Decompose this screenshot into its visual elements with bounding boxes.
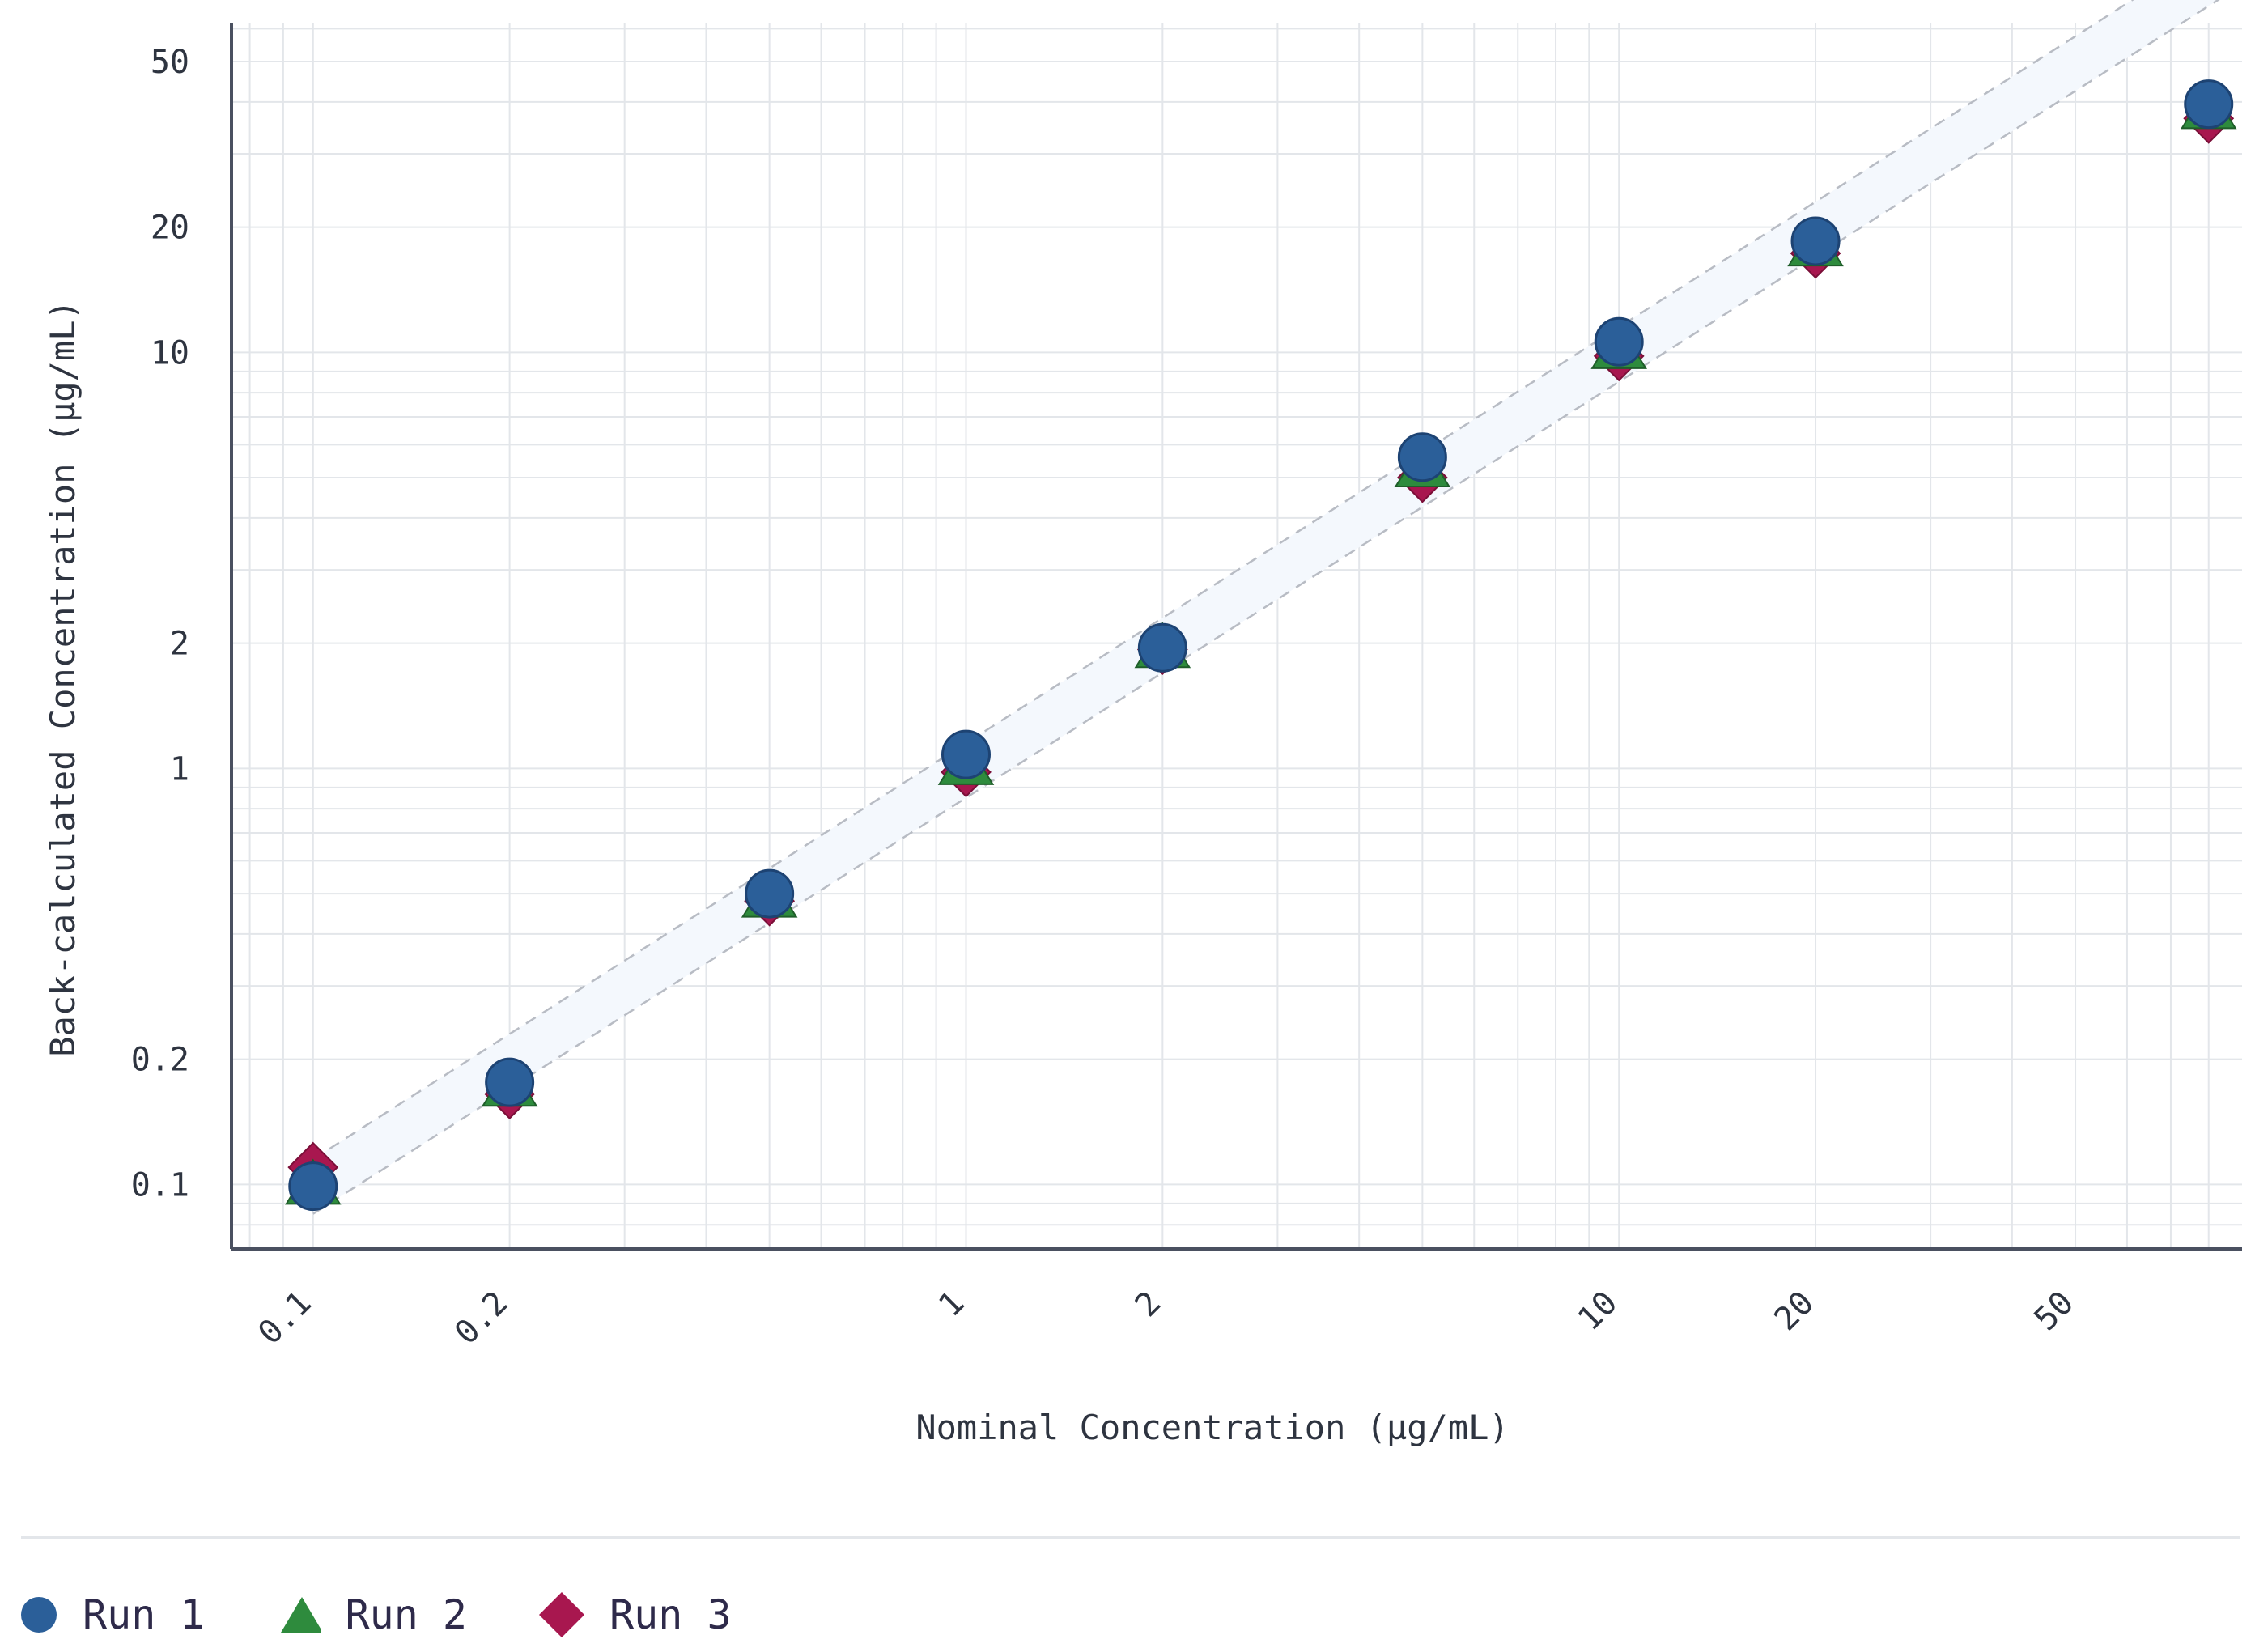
band-fill [312, 0, 2219, 1214]
run-1-point [1137, 622, 1187, 673]
acceptance-band [312, 0, 2220, 1215]
x-tick-label: 0.2 [448, 1285, 516, 1353]
run-1-point [485, 1057, 535, 1107]
y-tick-label: 1 [170, 750, 189, 788]
run-1-point [2184, 79, 2234, 130]
run-1-point [1594, 316, 1644, 367]
y-tick-label: 0.1 [131, 1166, 189, 1204]
y-tick-label: 20 [151, 210, 189, 247]
legend-label: Run 3 [609, 1591, 732, 1638]
x-tick-label: 0.1 [251, 1285, 319, 1353]
legend: Run 1 Run 2 Run 3 [19, 1591, 803, 1638]
legend-item-run-3[interactable]: Run 3 [538, 1591, 732, 1638]
band-upper-line [312, 0, 2134, 1161]
grid-layer [231, 23, 2242, 1249]
legend-label: Run 1 [83, 1591, 205, 1638]
x-axis-title: Nominal Concentration (µg/mL) [915, 1408, 1509, 1447]
x-tick-label: 20 [1768, 1285, 1822, 1339]
axes [230, 23, 2242, 1251]
run-1-point [1790, 216, 1841, 266]
run-1-point [941, 729, 991, 779]
band-lower-line [312, 0, 2220, 1215]
diamond-marker-icon [539, 1592, 585, 1637]
y-tick-label: 10 [151, 334, 189, 372]
run-1-point [288, 1161, 338, 1212]
x-tick-label: 10 [1571, 1285, 1625, 1339]
x-tick-label: 50 [2028, 1285, 2082, 1339]
legend-item-run-2[interactable]: Run 2 [276, 1591, 468, 1638]
legend-label: Run 2 [345, 1591, 468, 1638]
y-tick-label: 0.2 [131, 1042, 189, 1079]
run-1-point [745, 868, 795, 919]
x-tick-label: 1 [932, 1285, 972, 1325]
y-tick-label: 2 [170, 626, 189, 663]
circle-marker-icon [21, 1597, 57, 1633]
triangle-marker-icon [280, 1597, 321, 1633]
x-tick-labels: 0.1 0.2 1 2 10 20 50 [251, 1285, 2081, 1353]
x-tick-label: 2 [1128, 1285, 1169, 1325]
run-1-point [1397, 432, 1447, 482]
y-axis-title: Back-calculated Concentration (µg/mL) [43, 299, 83, 1057]
legend-divider [21, 1536, 2240, 1539]
data-points [285, 79, 2237, 1212]
y-tick-labels: 0.1 0.2 1 2 10 20 50 [131, 44, 189, 1204]
legend-item-run-1[interactable]: Run 1 [19, 1591, 205, 1638]
y-tick-label: 50 [151, 44, 189, 81]
